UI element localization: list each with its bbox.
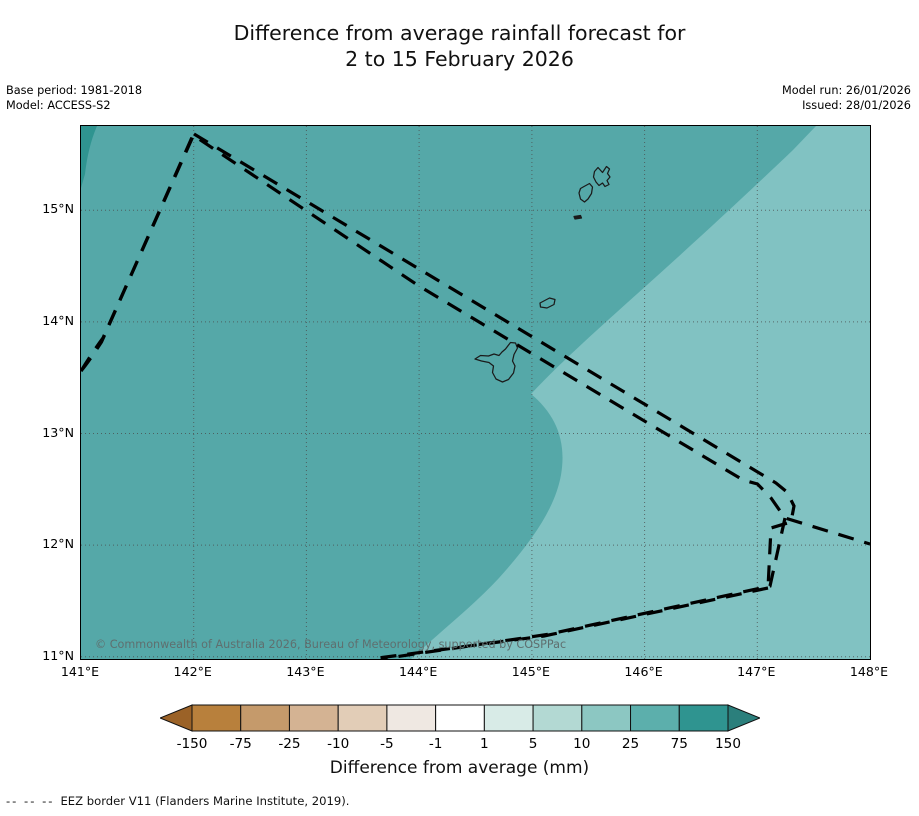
colorbar-swatches[interactable] [160,703,760,735]
colorbar-tick-label: 10 [573,736,591,752]
colorbar-tick-label: 1 [480,736,489,752]
meta-left-block: Base period: 1981-2018 Model: ACCESS-S2 [6,84,142,113]
x-tick-label: 147°E [737,664,776,679]
colorbar-tick-label: -10 [327,736,350,752]
eez-border-west-segment [81,133,196,372]
colorbar-band [678,704,729,732]
colorbar-band [386,704,437,732]
map-plot-area: © Commonwealth of Australia 2026, Bureau… [80,125,871,660]
x-tick-label: 145°E [511,664,550,679]
colorbar-tick-label: -25 [278,736,301,752]
colorbar-tick-label: -1 [428,736,443,752]
x-tick-label: 148°E [849,664,889,679]
colorbar-tick-label: 5 [528,736,538,752]
y-axis: 15°N 14°N 13°N 12°N 11°N [0,125,74,662]
colorbar-band [581,704,632,732]
meta-right-block: Model run: 26/01/2026 Issued: 28/01/2026 [782,84,911,113]
colorbar-block: -150 -75 -25 -10 -5 -1 1 5 10 25 75 150 Difference … [0,703,919,783]
x-tick-label: 141°E [60,664,100,679]
footer-legend-text: EEZ border V11 (Flanders Marine Institut… [60,794,350,808]
eez-border-south-segment [370,586,769,659]
colorbar-tick-labels: -150 -75 -25 -10 -5 -1 1 5 10 25 75 150 [160,736,760,756]
colorbar-band [532,704,583,732]
colorbar-band [337,704,388,732]
colorbar-band [630,704,680,732]
footer-legend: -- -- -- EEZ border V11 (Flanders Marine… [6,794,349,808]
map-gridlines [81,126,870,659]
colorbar-tick-label: -5 [380,736,394,752]
y-tick-label: 11°N [42,647,74,663]
y-tick-label: 12°N [42,536,74,552]
colorbar-tick-label: 75 [670,736,688,752]
model-run-text: Model run: 26/01/2026 [782,84,911,97]
colorbar-cap-low [160,704,193,732]
page-title-line-2: 2 to 15 February 2026 [345,47,574,71]
x-tick-label: 144°E [398,664,438,679]
colorbar-band [483,704,534,732]
page-title: Difference from average rainfall forecas… [0,20,919,72]
x-tick-label: 142°E [173,664,212,679]
colorbar-band [191,704,242,732]
x-axis: 141°E 142°E 143°E 144°E 145°E 146°E 147°E 148°E [61,664,888,684]
colorbar-title: Difference from average (mm) [329,758,590,778]
x-tick-label: 143°E [286,664,325,679]
y-tick-label: 14°N [42,312,74,328]
colorbar-cap-high [727,704,760,732]
y-tick-label: 15°N [42,201,74,217]
region-northwest-corner-sliver [81,126,97,188]
eez-dash-sample: -- -- -- [6,794,55,808]
colorbar-tick-label: 150 [715,736,741,752]
colorbar-tick-label: -150 [176,736,208,752]
region-eastern-southeastern-lobe [411,126,870,659]
x-tick-label: 146°E [624,664,663,679]
eez-border-northeast-segment [193,132,796,589]
page-title-line-1: Difference from average rainfall forecas… [233,21,686,45]
y-tick-label: 13°N [42,424,74,440]
island-outlines [474,165,611,383]
island-guam [474,341,519,383]
colorbar-band [435,704,485,732]
island-rota [539,297,556,309]
colorbar-band [288,704,339,732]
island-aguijan [573,214,583,220]
colorbar-tick-label: 25 [621,736,640,752]
colorbar-tick-label: -75 [229,736,252,752]
issued-text: Issued: 28/01/2026 [802,98,911,112]
base-period-text: Base period: 1981-2018 [6,84,143,97]
island-tinian [578,182,594,203]
rainfall-map-svg [81,126,870,659]
model-text: Model: ACCESS-S2 [6,98,111,112]
colorbar-band [240,704,290,732]
island-saipan [592,165,611,188]
